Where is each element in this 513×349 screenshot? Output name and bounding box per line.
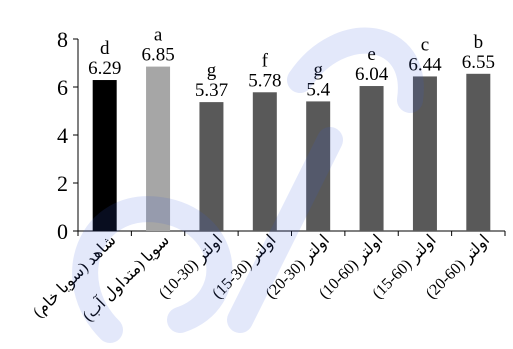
x-axis — [77, 230, 506, 236]
bar-value-label: 6.44 — [408, 54, 442, 75]
category-label: سویا (متداول آب) — [78, 230, 173, 325]
bar — [92, 80, 117, 231]
significance-letter: a — [154, 25, 163, 46]
significance-letter: b — [474, 32, 484, 53]
bar — [306, 101, 331, 232]
bar-value-label: 6.85 — [141, 45, 174, 66]
bar — [412, 76, 437, 231]
bar — [466, 73, 491, 231]
y-tick-label: 6 — [57, 75, 68, 100]
y-axis: 0 2 4 6 8 — [57, 27, 79, 244]
bar-value-label: 6.55 — [462, 52, 495, 73]
y-tick-label: 4 — [57, 123, 68, 148]
significance-letter: g — [313, 59, 323, 80]
significance-letter: g — [207, 60, 217, 81]
y-tick-label: 8 — [57, 27, 68, 52]
y-tick-label: 2 — [57, 171, 68, 196]
bar — [199, 102, 224, 232]
bar-value-label: 5.37 — [195, 80, 228, 101]
bar-value-label: 6.04 — [355, 64, 389, 85]
bars — [92, 66, 491, 232]
y-tick-label: 0 — [57, 219, 68, 244]
bar-value-label: 5.78 — [248, 70, 281, 91]
bar — [359, 86, 384, 231]
category-labels: شاهد (سویا خام)سویا (متداول آب)اولتر (30… — [30, 230, 493, 325]
significance-letter: e — [367, 44, 375, 65]
bar-value-label: 5.4 — [306, 79, 330, 100]
bar-value-label: 6.29 — [88, 58, 121, 79]
bar — [252, 92, 277, 231]
significance-letter: c — [421, 34, 429, 55]
bar — [146, 66, 171, 231]
significance-letter: f — [262, 50, 269, 71]
significance-letter: d — [100, 38, 110, 59]
